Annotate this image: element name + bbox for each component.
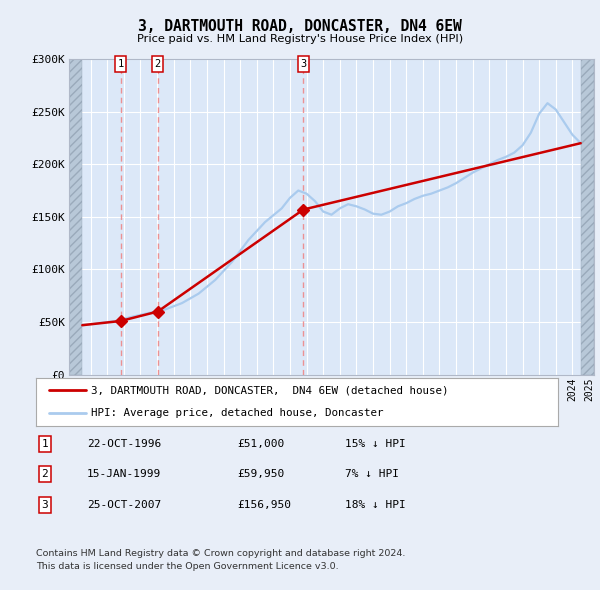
Text: 3, DARTMOUTH ROAD, DONCASTER,  DN4 6EW (detached house): 3, DARTMOUTH ROAD, DONCASTER, DN4 6EW (d…	[91, 385, 448, 395]
Text: This data is licensed under the Open Government Licence v3.0.: This data is licensed under the Open Gov…	[36, 562, 338, 571]
Text: 2: 2	[155, 59, 161, 69]
Text: Price paid vs. HM Land Registry's House Price Index (HPI): Price paid vs. HM Land Registry's House …	[137, 34, 463, 44]
Text: 15-JAN-1999: 15-JAN-1999	[87, 470, 161, 479]
Text: 3: 3	[41, 500, 49, 510]
Text: 3: 3	[300, 59, 307, 69]
Bar	[581, 59, 594, 375]
Text: 1: 1	[118, 59, 124, 69]
Text: 25-OCT-2007: 25-OCT-2007	[87, 500, 161, 510]
Text: 15% ↓ HPI: 15% ↓ HPI	[345, 439, 406, 448]
Text: £59,950: £59,950	[237, 470, 284, 479]
Text: 7% ↓ HPI: 7% ↓ HPI	[345, 470, 399, 479]
Bar	[69, 59, 82, 375]
Text: 22-OCT-1996: 22-OCT-1996	[87, 439, 161, 448]
Text: 18% ↓ HPI: 18% ↓ HPI	[345, 500, 406, 510]
Text: 1: 1	[41, 439, 49, 448]
Text: 3, DARTMOUTH ROAD, DONCASTER, DN4 6EW: 3, DARTMOUTH ROAD, DONCASTER, DN4 6EW	[138, 19, 462, 34]
Text: £156,950: £156,950	[237, 500, 291, 510]
Text: 2: 2	[41, 470, 49, 479]
Text: HPI: Average price, detached house, Doncaster: HPI: Average price, detached house, Donc…	[91, 408, 383, 418]
Text: £51,000: £51,000	[237, 439, 284, 448]
Text: Contains HM Land Registry data © Crown copyright and database right 2024.: Contains HM Land Registry data © Crown c…	[36, 549, 406, 558]
